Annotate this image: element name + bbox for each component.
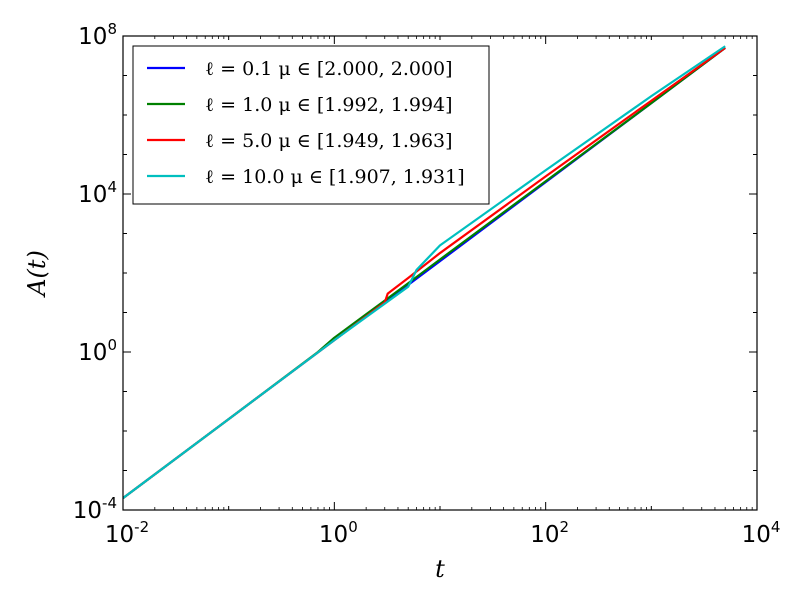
ticks-layer	[122, 35, 758, 511]
x-tick-label: 10-2	[105, 518, 149, 548]
legend-label-3: ℓ = 5.0 μ ∈ [1.949, 1.963]	[205, 130, 453, 152]
tick-labels-layer: 10-2 100 102 104 10-4 100 104 108	[73, 20, 781, 548]
x-axis-label: t	[435, 555, 445, 583]
x-tick-label: 104	[742, 518, 781, 548]
series-layer	[123, 45, 726, 499]
legend-label-4: ℓ = 10.0 μ ∈ [1.907, 1.931]	[205, 166, 465, 188]
x-tick-label: 100	[319, 518, 358, 548]
y-tick-label: 10-4	[73, 494, 117, 524]
x-tick-label: 102	[530, 518, 569, 548]
y-tick-label: 100	[78, 336, 117, 366]
legend-label-1: ℓ = 0.1 μ ∈ [2.000, 2.000]	[205, 58, 453, 80]
legend-label-2: ℓ = 1.0 μ ∈ [1.992, 1.994]	[205, 94, 453, 116]
y-axis-label: A(t)	[23, 250, 51, 298]
series-line-4	[123, 45, 726, 499]
y-tick-label: 108	[78, 20, 117, 50]
legend-frame	[132, 45, 490, 205]
y-tick-label: 104	[78, 178, 117, 208]
legend: ℓ = 0.1 μ ∈ [2.000, 2.000] ℓ = 1.0 μ ∈ [1…	[132, 45, 490, 205]
